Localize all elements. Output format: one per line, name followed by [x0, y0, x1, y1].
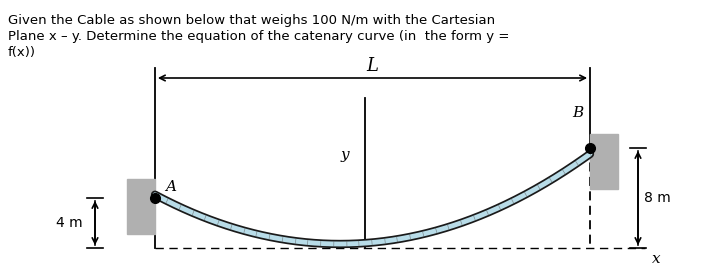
- Text: 4 m: 4 m: [56, 216, 83, 230]
- Text: B: B: [572, 106, 583, 120]
- Text: L: L: [366, 57, 379, 75]
- Text: Plane x – y. Determine the equation of the catenary curve (in  the form y =: Plane x – y. Determine the equation of t…: [8, 30, 509, 43]
- Text: 8 m: 8 m: [644, 191, 671, 205]
- Text: y: y: [341, 148, 349, 162]
- Text: x: x: [652, 252, 661, 266]
- Text: Given the Cable as shown below that weighs 100 N/m with the Cartesian: Given the Cable as shown below that weig…: [8, 14, 495, 27]
- Bar: [127, 179, 155, 234]
- Text: A: A: [165, 180, 176, 194]
- Text: f(x)): f(x)): [8, 46, 36, 59]
- Bar: [590, 134, 618, 189]
